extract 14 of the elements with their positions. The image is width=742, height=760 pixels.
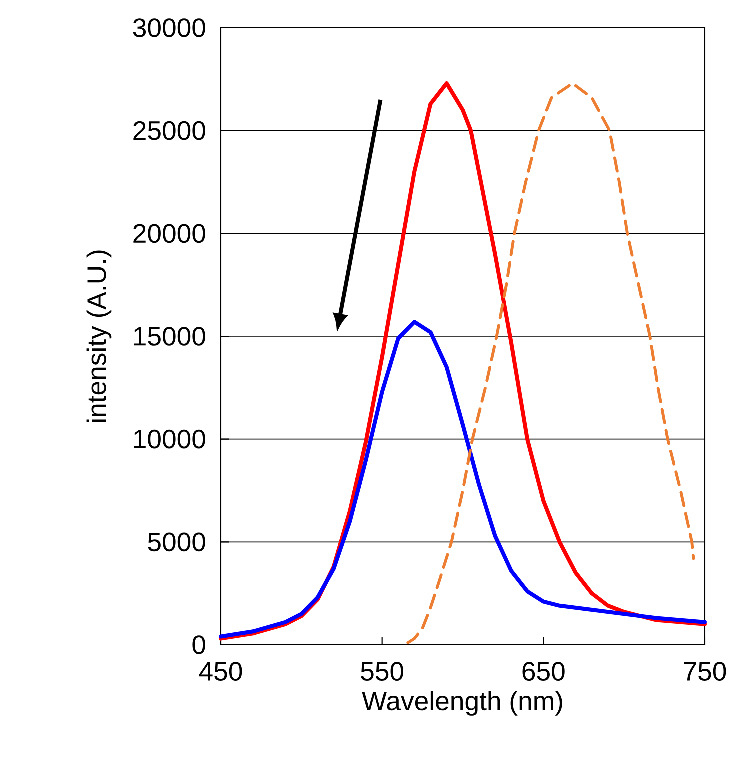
line-series bbox=[406, 82, 696, 644]
y-tick-label: 5000 bbox=[148, 532, 206, 552]
y-axis-title: intensity (A.U.) bbox=[86, 250, 112, 422]
x-tick-label: 650 bbox=[522, 662, 565, 682]
y-tick-label: 30000 bbox=[133, 18, 206, 38]
y-tick-label: 0 bbox=[192, 636, 206, 654]
y-tick-label: 20000 bbox=[134, 224, 206, 244]
x-tick-label: 550 bbox=[361, 662, 404, 682]
y-tick-label: 15000 bbox=[134, 327, 206, 346]
x-axis-title: Wavelength (nm) bbox=[362, 691, 562, 716]
x-tick-label: 450 bbox=[199, 662, 242, 682]
y-tick-label: 10000 bbox=[134, 430, 206, 449]
y-tick-label: 25000 bbox=[134, 121, 206, 140]
x-tick-label: 750 bbox=[684, 662, 726, 682]
